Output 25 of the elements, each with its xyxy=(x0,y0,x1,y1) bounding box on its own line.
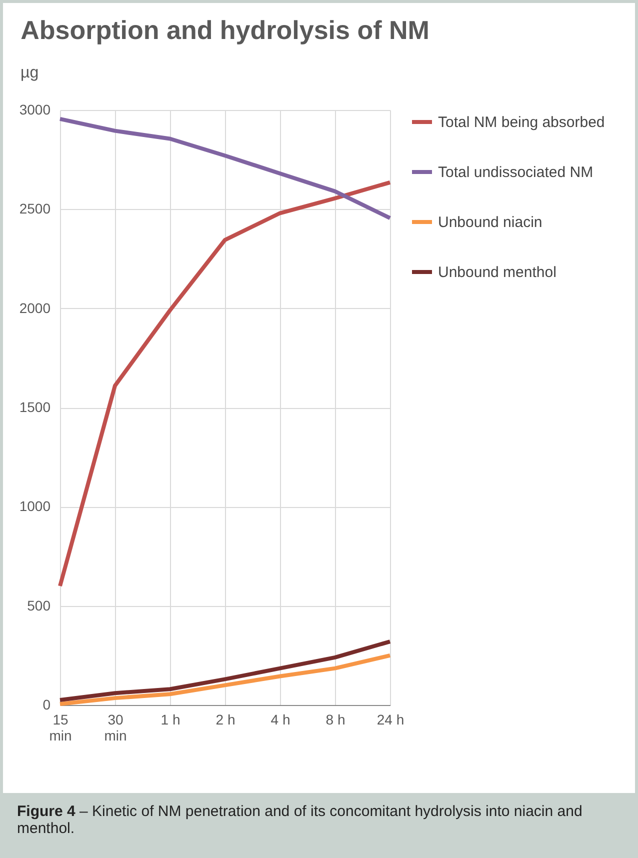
line-series xyxy=(58,640,392,702)
y-tick-label: 2500 xyxy=(19,200,51,217)
x-tick-label: 1 h xyxy=(160,712,180,728)
x-tick-label: 15 min xyxy=(49,712,72,744)
line-series xyxy=(58,116,392,220)
x-tick-label: 4 h xyxy=(270,712,290,728)
y-tick-label: 1500 xyxy=(19,399,51,415)
y-tick-label: 500 xyxy=(27,597,51,614)
x-tick-label: 24 h xyxy=(376,712,404,728)
legend-label: Unbound menthol xyxy=(438,264,556,281)
line-series xyxy=(58,653,392,706)
legend-label: Unbound niacin xyxy=(438,214,542,231)
y-tick-label: 0 xyxy=(42,696,51,712)
x-tick-label: 30 min xyxy=(104,712,127,744)
y-tick-label: 2000 xyxy=(19,300,51,316)
line-series xyxy=(58,180,392,588)
legend-label: Total undissociated NM xyxy=(438,164,594,181)
y-tick-label: 3000 xyxy=(19,102,51,118)
y-tick-label: 1000 xyxy=(19,498,51,514)
y-axis-title: µg xyxy=(20,64,39,82)
chart-title: Absorption and hydrolysis of NM xyxy=(20,15,430,45)
legend-label: Total NM being absorbed xyxy=(438,114,605,131)
caption: Figure 4 – Kinetic of NM penetration and of its concomitant hydrolysis into niacin and menthol. xyxy=(17,803,584,837)
x-tick-label: 8 h xyxy=(326,712,346,728)
x-tick-label: 2 h xyxy=(216,712,236,728)
